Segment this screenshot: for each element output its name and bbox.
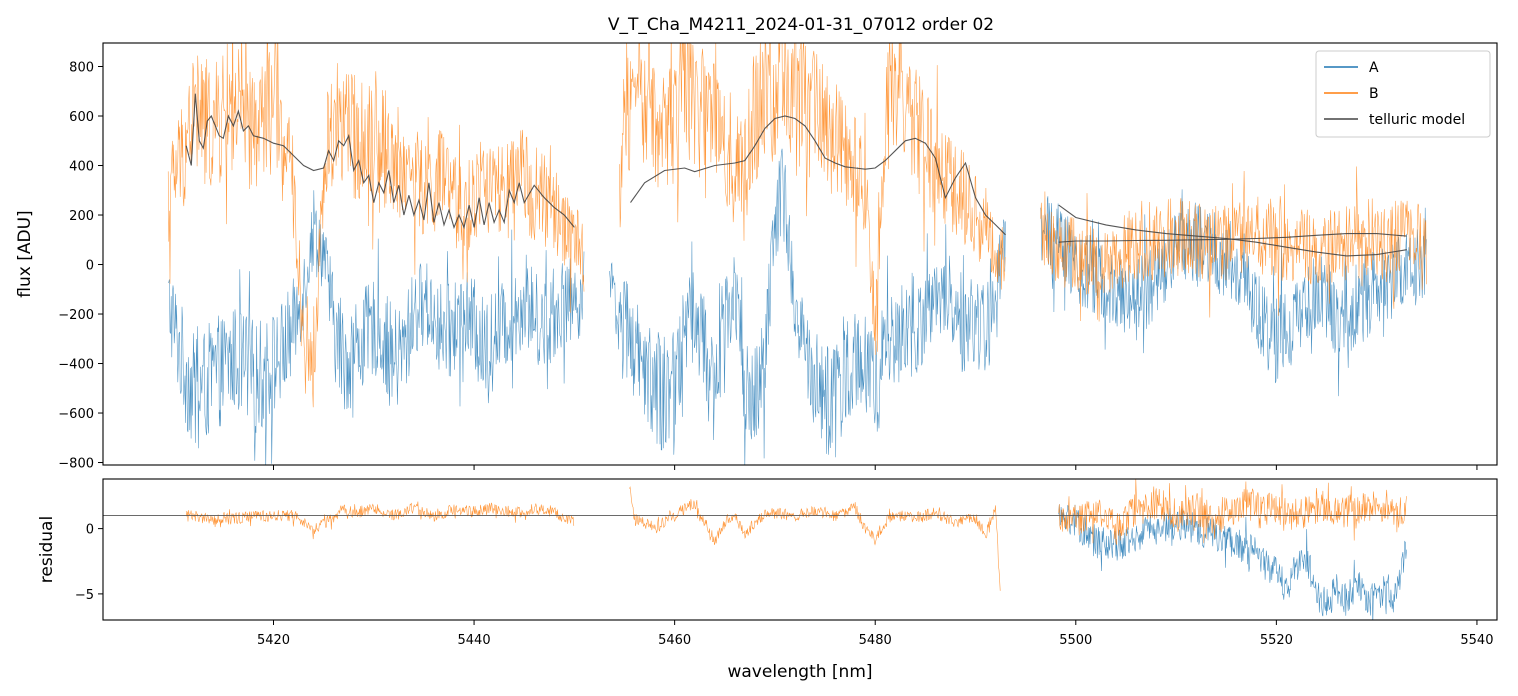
legend-label-series-a: A [1369, 60, 1379, 76]
flux-ytick-label: 800 [69, 61, 94, 76]
residual-axis-label: residual [37, 516, 57, 583]
series-a-line-1 [167, 190, 585, 465]
residual-ytick-label: 0 [86, 523, 94, 538]
flux-ytick-label: 200 [69, 209, 94, 224]
flux-axes-frame [102, 42, 1498, 466]
telluric-model-line-2 [630, 115, 1006, 236]
series-b-line-1 [167, 43, 585, 408]
residual-series-b-line-1 [185, 501, 575, 540]
series-b-line-3 [1040, 166, 1427, 322]
wavelength-axis-label: wavelength [nm] [727, 662, 872, 682]
flux-plot-area [167, 43, 1427, 465]
series-a-line-2 [609, 148, 1006, 465]
flux-ytick-label: 0 [86, 259, 94, 274]
flux-ytick-label: −400 [58, 358, 94, 373]
xtick-label: 5520 [1260, 633, 1293, 648]
series-b-line-2 [619, 43, 1006, 356]
residual-ytick-label: −5 [75, 588, 94, 603]
xtick-label: 5480 [859, 633, 892, 648]
telluric-model-line-1 [185, 93, 575, 230]
xtick-label: 5420 [257, 633, 290, 648]
flux-panel: 800 600 400 200 0 −200 −400 −600 −800 flux [ADU] A… [15, 42, 1498, 472]
legend-label-telluric-model: telluric model [1369, 112, 1465, 128]
flux-ytick-label: 600 [69, 110, 94, 125]
flux-ytick-label: −200 [58, 308, 94, 323]
xtick-label: 5460 [658, 633, 691, 648]
telluric-model-line-4 [1058, 233, 1407, 243]
residual-panel: 0 −5 5420 5440 5460 5480 5500 5520 5540 residual w… [37, 478, 1498, 682]
xtick-label: 5500 [1059, 633, 1092, 648]
chart-title: V_T_Cha_M4211_2024-01-31_07012 order 02 [608, 15, 994, 35]
residual-plot-area [103, 479, 1497, 620]
residual-series-a-line-1 [1058, 504, 1407, 620]
legend-label-series-b: B [1369, 86, 1379, 102]
flux-ytick-label: −800 [58, 457, 94, 472]
xtick-label: 5440 [458, 633, 491, 648]
residual-series-b-line-3 [1058, 479, 1407, 545]
xtick-label: 5540 [1460, 633, 1493, 648]
flux-axis-label: flux [ADU] [15, 210, 35, 297]
residual-axes-frame [102, 478, 1498, 621]
flux-ytick-label: −600 [58, 407, 94, 422]
residual-series-b-line-2 [629, 486, 1001, 591]
telluric-model-line-3 [1058, 204, 1407, 257]
flux-ytick-label: 400 [69, 160, 94, 175]
legend-box [1315, 50, 1491, 138]
